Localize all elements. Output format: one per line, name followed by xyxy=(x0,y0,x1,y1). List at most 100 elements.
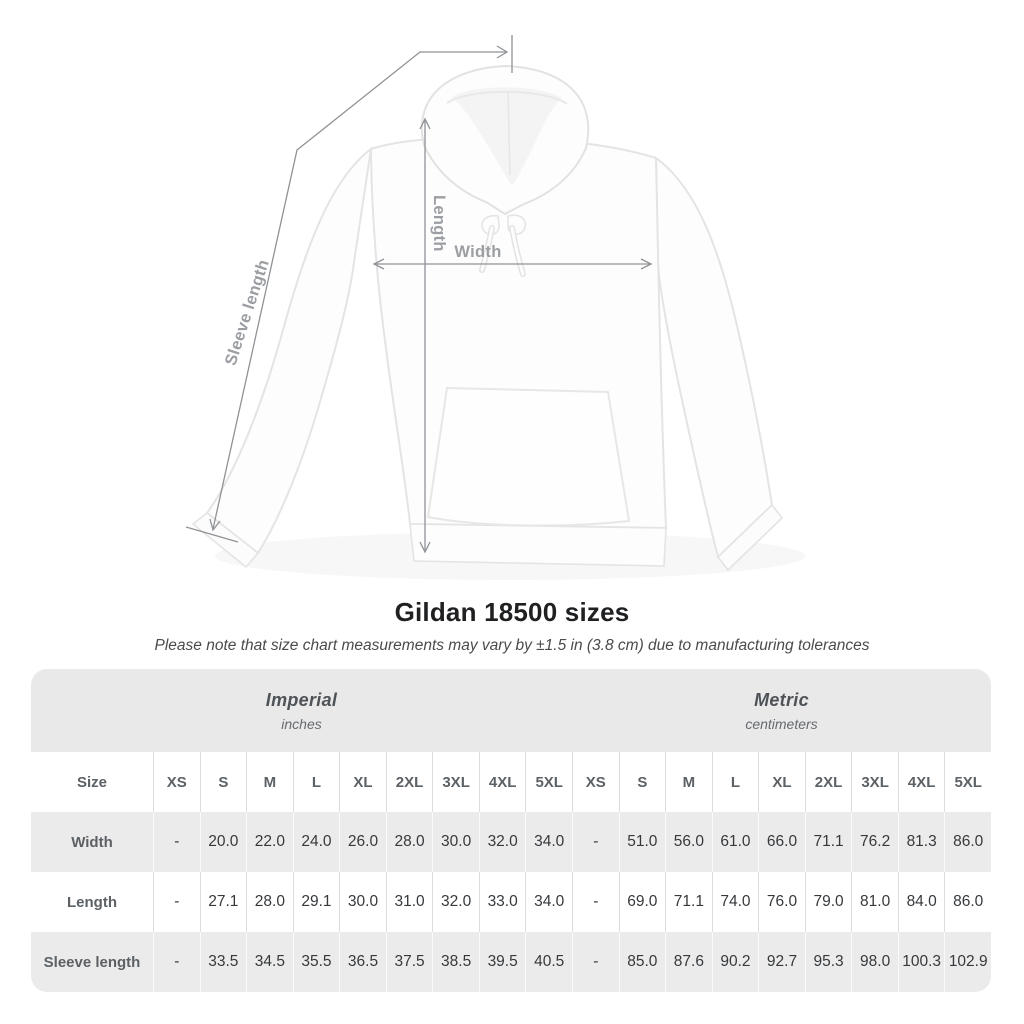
table-cell: 92.7 xyxy=(758,932,805,992)
table-cell: 28.0 xyxy=(246,872,293,932)
table-cell: 27.1 xyxy=(199,872,247,932)
table-cell: 100.3 xyxy=(897,932,945,992)
sleeve-length-arrow xyxy=(185,45,509,543)
kangaroo-pocket xyxy=(426,386,631,527)
table-cell: 34.5 xyxy=(246,932,293,992)
size-col-header: XS xyxy=(572,752,619,812)
table-cell: 79.0 xyxy=(804,872,852,932)
table-cell: 32.0 xyxy=(432,872,479,932)
width-arrow xyxy=(372,258,653,270)
table-cell: 86.0 xyxy=(944,812,991,872)
table-cell: 26.0 xyxy=(339,812,386,872)
hood-interior xyxy=(452,87,562,186)
table-cell: - xyxy=(572,932,619,992)
table-cell: 39.5 xyxy=(478,932,526,992)
table-cell: 87.6 xyxy=(665,932,712,992)
size-col-header: 4XL xyxy=(478,752,526,812)
width-label: Width xyxy=(454,243,501,261)
table-cell: - xyxy=(153,932,200,992)
metric-unit: centimeters xyxy=(745,715,818,732)
table-cell: 30.0 xyxy=(339,872,386,932)
size-col-header: M xyxy=(246,752,293,812)
table-cell: 81.3 xyxy=(897,812,945,872)
imperial-header: Imperial inches xyxy=(31,669,572,752)
size-col-header: 5XL xyxy=(525,752,572,812)
table-cell: 102.9 xyxy=(944,932,991,992)
cuff-reference-tick xyxy=(185,526,239,543)
table-cell: 32.0 xyxy=(478,812,526,872)
table-cell: - xyxy=(572,812,619,872)
table-cell: 86.0 xyxy=(944,872,991,932)
sleeve-length-label: Sleeve length xyxy=(222,257,273,367)
size-chart-table: Imperial inches Metric centimeters Size … xyxy=(31,669,991,992)
hood-rim xyxy=(446,90,568,105)
table-cell: 61.0 xyxy=(711,812,759,872)
table-cell: 69.0 xyxy=(618,872,666,932)
hoodie-illustration: Length Width Sleeve length xyxy=(185,35,784,572)
table-cell: 56.0 xyxy=(665,812,712,872)
hood-seam xyxy=(507,91,511,176)
table-row-length: Length - 27.1 28.0 29.1 30.0 31.0 32.0 3… xyxy=(31,872,991,932)
size-col-header: XL xyxy=(758,752,805,812)
tolerance-note: Please note that size chart measurements… xyxy=(154,637,870,654)
table-cell: 71.1 xyxy=(665,872,712,932)
left-cuff xyxy=(191,511,260,569)
size-col-header: M xyxy=(665,752,712,812)
table-cell: 20.0 xyxy=(199,812,247,872)
table-cell: 85.0 xyxy=(618,932,666,992)
size-col-header: 2XL xyxy=(804,752,852,812)
length-label: Length xyxy=(430,195,448,252)
row-label: Length xyxy=(67,893,117,911)
table-cell: - xyxy=(153,812,200,872)
table-row-sleeve-length: Sleeve length - 33.5 34.5 35.5 36.5 37.5… xyxy=(31,932,991,992)
size-col-header: 5XL xyxy=(944,752,991,812)
table-cell: 74.0 xyxy=(711,872,759,932)
table-cell: 34.0 xyxy=(525,812,572,872)
size-col-header: 4XL xyxy=(897,752,945,812)
table-cell: 24.0 xyxy=(292,812,340,872)
table-cell: 30.0 xyxy=(432,812,479,872)
table-cell: 35.5 xyxy=(292,932,340,992)
table-cell: 34.0 xyxy=(525,872,572,932)
page-title: Gildan 18500 sizes xyxy=(394,597,630,627)
imperial-title: Imperial xyxy=(265,689,338,710)
size-col-header: S xyxy=(199,752,247,812)
drawstring-left-highlight xyxy=(480,226,494,272)
size-col-header: 3XL xyxy=(851,752,898,812)
hoodie-measurement-diagram: Length Width Sleeve length xyxy=(185,35,784,572)
size-col-header: 3XL xyxy=(432,752,479,812)
size-col-header: 2XL xyxy=(385,752,433,812)
size-col-header: S xyxy=(618,752,666,812)
table-cell: 66.0 xyxy=(758,812,805,872)
drawstring-right-highlight xyxy=(510,226,525,276)
row-label: Width xyxy=(71,833,113,851)
table-cell: 33.0 xyxy=(478,872,526,932)
size-col-header: L xyxy=(711,752,759,812)
size-col-header: XS xyxy=(153,752,200,812)
drawstring-bow-left xyxy=(481,214,500,236)
table-cell: 40.5 xyxy=(525,932,572,992)
unit-header-band: Imperial inches Metric centimeters xyxy=(31,669,991,752)
table-cell: 36.5 xyxy=(339,932,386,992)
table-cell: 37.5 xyxy=(385,932,433,992)
table-cell: 33.5 xyxy=(199,932,247,992)
table-cell: 76.0 xyxy=(758,872,805,932)
table-cell: 22.0 xyxy=(246,812,293,872)
table-cell: 51.0 xyxy=(618,812,666,872)
metric-header: Metric centimeters xyxy=(572,669,991,752)
table-cell: - xyxy=(572,872,619,932)
table-cell: 81.0 xyxy=(851,872,898,932)
size-col-header: XL xyxy=(339,752,386,812)
table-cell: 28.0 xyxy=(385,812,433,872)
right-sleeve xyxy=(654,156,774,559)
size-header-row: Size XS S M L XL 2XL 3XL 4XL 5XL XS S M … xyxy=(31,752,991,812)
right-cuff xyxy=(716,503,784,572)
size-col-header: L xyxy=(292,752,340,812)
table-cell: 38.5 xyxy=(432,932,479,992)
corner-header: Size xyxy=(76,773,107,791)
row-label: Sleeve length xyxy=(43,953,141,971)
table-cell: 71.1 xyxy=(804,812,852,872)
table-cell: 90.2 xyxy=(711,932,759,992)
table-cell: 84.0 xyxy=(897,872,945,932)
table-cell: 98.0 xyxy=(851,932,898,992)
